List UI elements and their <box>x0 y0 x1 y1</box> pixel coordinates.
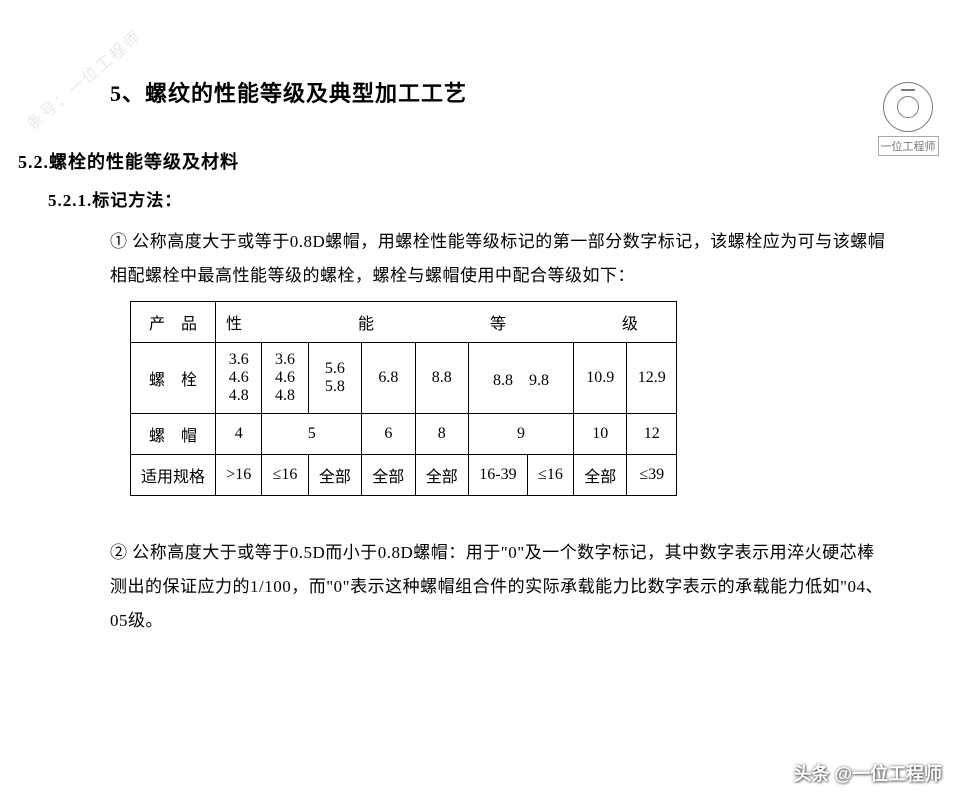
table-cell: ≤16 <box>527 455 573 496</box>
paragraph-1: ① 公称高度大于或等于0.8D螺帽，用螺栓性能等级标记的第一部分数字标记，该螺栓… <box>110 225 890 293</box>
logo-label: 一位工程师 <box>878 136 939 156</box>
table-cell: ≤39 <box>627 455 677 496</box>
logo-icon <box>883 82 933 132</box>
table-cell: 3.64.64.8 <box>262 343 308 414</box>
title-main: 5、螺纹的性能等级及典型加工工艺 <box>110 76 900 108</box>
table-cell: 8 <box>415 414 468 455</box>
grade-table: 产 品 性 能 等 级 螺 栓 3.64.64.8 3.64.64.8 5.65… <box>130 301 677 496</box>
table-cell: 4 <box>216 414 262 455</box>
row-label: 螺 帽 <box>131 414 216 455</box>
table-cell: 8.8 <box>415 343 468 414</box>
table-cell: 8.8 9.8 <box>469 343 574 414</box>
table-row-spec: 适用规格 >16 ≤16 全部 全部 全部 16-39 ≤16 全部 ≤39 <box>131 455 677 496</box>
table-cell: 6 <box>362 414 415 455</box>
table-cell: 全部 <box>308 455 361 496</box>
section-5-2-1-heading: 5.2.1.标记方法： <box>48 186 900 211</box>
table-cell: 全部 <box>362 455 415 496</box>
table-cell: 10 <box>574 414 627 455</box>
table-cell: 12 <box>627 414 677 455</box>
table-cell: 5.65.8 <box>308 343 361 414</box>
row-label: 适用规格 <box>131 455 216 496</box>
table-row-bolt: 螺 栓 3.64.64.8 3.64.64.8 5.65.8 6.8 8.8 8… <box>131 343 677 414</box>
header-grade: 性 能 等 级 <box>216 302 677 343</box>
table-row-header: 产 品 性 能 等 级 <box>131 302 677 343</box>
table-cell: >16 <box>216 455 262 496</box>
footer-watermark: 头条 @一位工程师 <box>793 760 942 786</box>
table-cell: 12.9 <box>627 343 677 414</box>
table-cell: ≤16 <box>262 455 308 496</box>
logo-badge: 一位工程师 <box>868 82 948 156</box>
table-cell: 9 <box>469 414 574 455</box>
header-product: 产 品 <box>131 302 216 343</box>
table-cell: 10.9 <box>574 343 627 414</box>
paragraph-2: ② 公称高度大于或等于0.5D而小于0.8D螺帽：用于"0"及一个数字标记，其中… <box>110 536 890 638</box>
table-row-nut: 螺 帽 4 5 6 8 9 10 12 <box>131 414 677 455</box>
row-label: 螺 栓 <box>131 343 216 414</box>
section-5-2-heading: 5.2.螺栓的性能等级及材料 <box>18 148 900 174</box>
document-body: 5、螺纹的性能等级及典型加工工艺 5.2.螺栓的性能等级及材料 5.2.1.标记… <box>0 76 960 638</box>
table-cell: 5 <box>262 414 362 455</box>
table-cell: 16-39 <box>469 455 528 496</box>
table-cell: 6.8 <box>362 343 415 414</box>
table-cell: 3.64.64.8 <box>216 343 262 414</box>
table-cell: 全部 <box>415 455 468 496</box>
table-cell: 全部 <box>574 455 627 496</box>
